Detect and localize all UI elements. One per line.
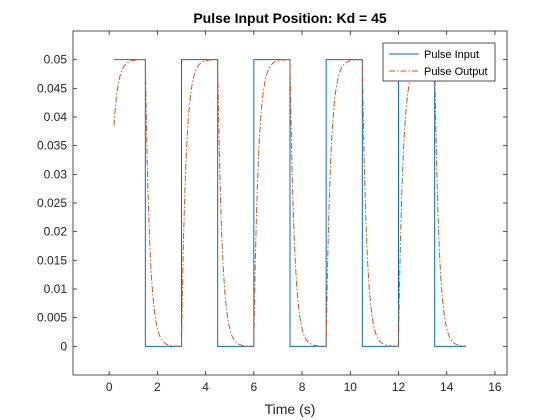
- y-tick-label: 0.005: [37, 311, 67, 325]
- y-tick-label: 0.01: [44, 282, 68, 296]
- y-tick-label: 0.04: [44, 110, 68, 124]
- x-tick-label: 16: [488, 380, 502, 394]
- series-lines: [113, 59, 467, 347]
- x-tick-label: 4: [202, 380, 209, 394]
- series-pulse-input: [113, 59, 467, 347]
- x-tick-label: 10: [344, 380, 358, 394]
- y-tick-label: 0.03: [44, 167, 68, 181]
- y-axis-ticks: 0 0.005 0.01 0.015 0.02 0.025 0.03 0.035 0.04 0.0…: [37, 53, 507, 353]
- x-tick-label: 8: [299, 380, 306, 394]
- x-tick-label: 14: [440, 380, 454, 394]
- axes-box: [72, 30, 508, 376]
- x-tick-label: 12: [392, 380, 406, 394]
- y-tick-label: 0.035: [37, 139, 67, 153]
- legend-entry-label: Pulse Output: [424, 66, 488, 78]
- x-axis-ticks: 0 2 4 6 8 10 12 14 16: [106, 31, 502, 394]
- x-tick-label: 6: [250, 380, 257, 394]
- legend-entry-label: Pulse Input: [424, 49, 479, 61]
- series-pulse-output: [113, 59, 467, 347]
- y-tick-label: 0.02: [44, 225, 68, 239]
- y-tick-label: 0.025: [37, 196, 67, 210]
- x-tick-label: 2: [154, 380, 161, 394]
- y-tick-label: 0.015: [37, 253, 67, 267]
- chart-title: Pulse Input Position: Kd = 45: [193, 10, 387, 26]
- legend-box: [382, 42, 496, 82]
- y-tick-label: 0.045: [37, 81, 67, 95]
- x-axis-label: Time (s): [265, 401, 316, 417]
- y-tick-label: 0.05: [44, 53, 68, 67]
- legend: Pulse Input Pulse Output: [382, 42, 496, 82]
- y-tick-label: 0: [60, 339, 67, 353]
- x-tick-label: 0: [106, 380, 113, 394]
